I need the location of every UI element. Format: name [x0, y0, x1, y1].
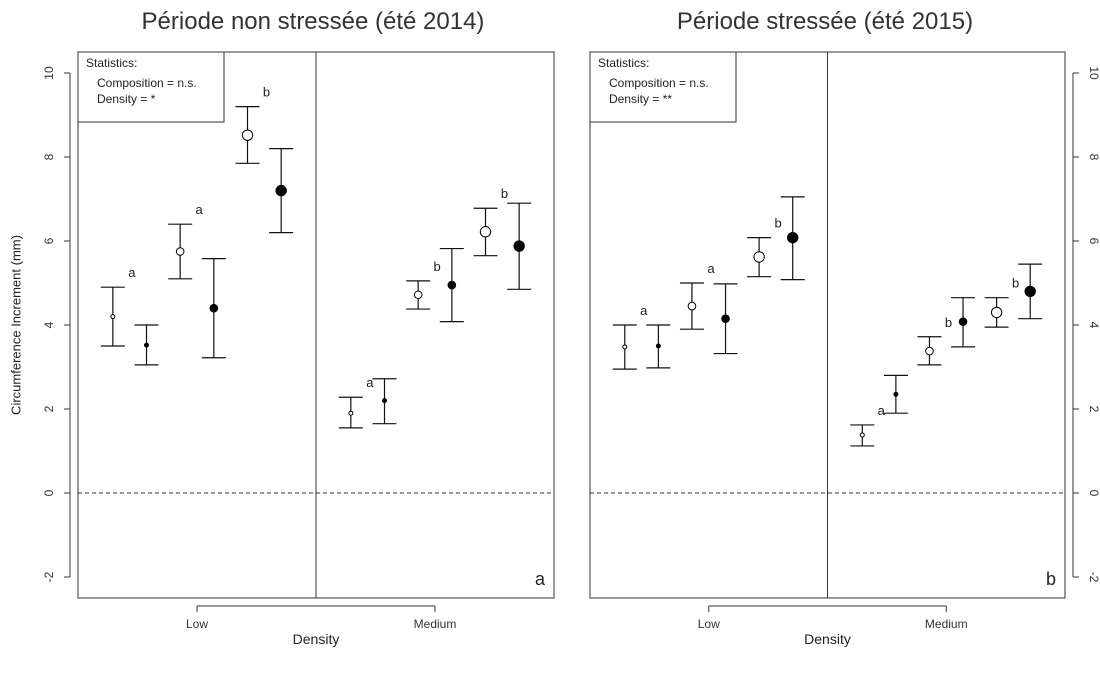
data-point-group	[951, 297, 976, 348]
statistics-frame	[77, 51, 225, 123]
significance-letter: a	[878, 403, 886, 418]
y-tick-label: 6	[1087, 238, 1100, 245]
data-point-group: b	[473, 186, 508, 257]
statistics-title: Statistics:	[598, 56, 649, 70]
data-point-group	[1018, 263, 1043, 320]
x-tick-label: Medium	[925, 617, 968, 631]
data-point-group	[439, 247, 464, 323]
y-tick-label: 4	[1087, 322, 1100, 329]
data-point-group	[201, 258, 226, 359]
y-tick-label: 0	[42, 489, 56, 496]
y-tick-label: 2	[1087, 406, 1100, 413]
x-axis-title: Density	[293, 631, 340, 647]
data-point	[513, 240, 525, 252]
data-point-group	[646, 324, 671, 369]
data-point-group: a	[338, 375, 374, 429]
statistics-title: Statistics:	[86, 56, 137, 70]
data-point-group: b	[235, 85, 270, 164]
y-tick-label: 8	[42, 153, 56, 160]
significance-letter: b	[434, 259, 441, 274]
data-point	[479, 226, 492, 238]
statistics-line: Composition = n.s.	[97, 76, 197, 90]
x-tick-label: Medium	[414, 617, 457, 631]
significance-letter: b	[263, 85, 270, 100]
chart-panel-2: Période stressée (été 2015) -2 0 2 4 6 8 10 Low M…	[589, 8, 1100, 647]
data-point-group: a	[850, 403, 886, 447]
statistics-line: Density = **	[609, 92, 672, 106]
data-point-group: b	[917, 315, 952, 366]
data-point	[275, 184, 287, 197]
data-point	[209, 303, 219, 313]
data-point-group	[372, 378, 397, 425]
significance-letter: a	[640, 303, 648, 318]
data-point-group	[134, 324, 159, 366]
data-point	[241, 129, 254, 141]
significance-letter: a	[366, 375, 374, 390]
data-point	[787, 231, 799, 244]
data-point	[175, 247, 185, 256]
significance-letter: b	[775, 216, 782, 231]
data-point	[110, 314, 116, 320]
statistics-line: Composition = n.s.	[609, 76, 709, 90]
statistics-box: Statistics: Composition = n.s. Density = *	[77, 51, 225, 123]
significance-letter: a	[196, 202, 204, 217]
data-point-group: b	[406, 259, 441, 310]
y-tick-label: -2	[42, 571, 56, 582]
data-point-group: a	[612, 303, 648, 370]
significance-letter: b	[501, 186, 508, 201]
significance-letter: b	[1012, 276, 1019, 291]
panel-label: b	[1046, 569, 1056, 589]
data-point	[622, 344, 628, 350]
data-point-group: a	[679, 261, 715, 330]
y-tick-label: 2	[42, 405, 56, 412]
data-point-group	[269, 148, 294, 234]
panel-label: a	[535, 569, 546, 589]
chart-title: Période non stressée (été 2014)	[142, 8, 485, 35]
data-point	[958, 317, 968, 326]
y-tick-label: 8	[1087, 154, 1100, 161]
data-point	[447, 280, 457, 290]
y-tick-label: 6	[42, 237, 56, 244]
data-point	[382, 398, 387, 404]
data-point	[413, 290, 423, 300]
data-point	[144, 342, 149, 348]
data-point	[990, 306, 1003, 319]
y-tick-label: 10	[42, 66, 56, 80]
data-point	[721, 314, 730, 324]
chart-title: Période stressée (été 2015)	[677, 8, 973, 35]
data-point-group: b	[747, 216, 782, 278]
data-point	[348, 410, 354, 416]
x-axis-title: Density	[804, 631, 851, 647]
significance-letter: a	[128, 265, 136, 280]
statistics-box: Statistics: Composition = n.s. Density = *…	[589, 51, 737, 123]
y-tick-label: 10	[1087, 66, 1100, 80]
data-point	[655, 343, 661, 349]
data-point-group	[507, 202, 532, 290]
x-tick-label: Low	[698, 617, 720, 631]
data-point	[753, 251, 765, 263]
data-point	[893, 391, 899, 397]
data-point-group: a	[168, 202, 204, 280]
statistics-frame	[589, 51, 737, 123]
data-point	[1024, 285, 1036, 298]
significance-letter: b	[945, 315, 952, 330]
data-point	[859, 432, 865, 438]
data-point-group	[780, 196, 805, 281]
data-point	[925, 346, 934, 356]
statistics-line: Density = *	[97, 92, 156, 106]
data-point	[687, 301, 697, 311]
y-tick-label: -2	[1087, 572, 1100, 583]
data-point-group	[883, 374, 908, 414]
chart-panel-1: Période non stressée (été 2014) -2 0 2 4 6 8 10…	[8, 8, 555, 647]
x-tick-label: Low	[186, 617, 208, 631]
data-point-group: b	[984, 276, 1019, 328]
y-axis-title: Circumference Increment (mm)	[8, 235, 23, 415]
significance-letter: a	[707, 261, 715, 276]
y-tick-label: 0	[1087, 490, 1100, 497]
data-point-group: a	[100, 265, 136, 347]
data-point-group	[713, 283, 738, 355]
y-tick-label: 4	[42, 321, 56, 328]
